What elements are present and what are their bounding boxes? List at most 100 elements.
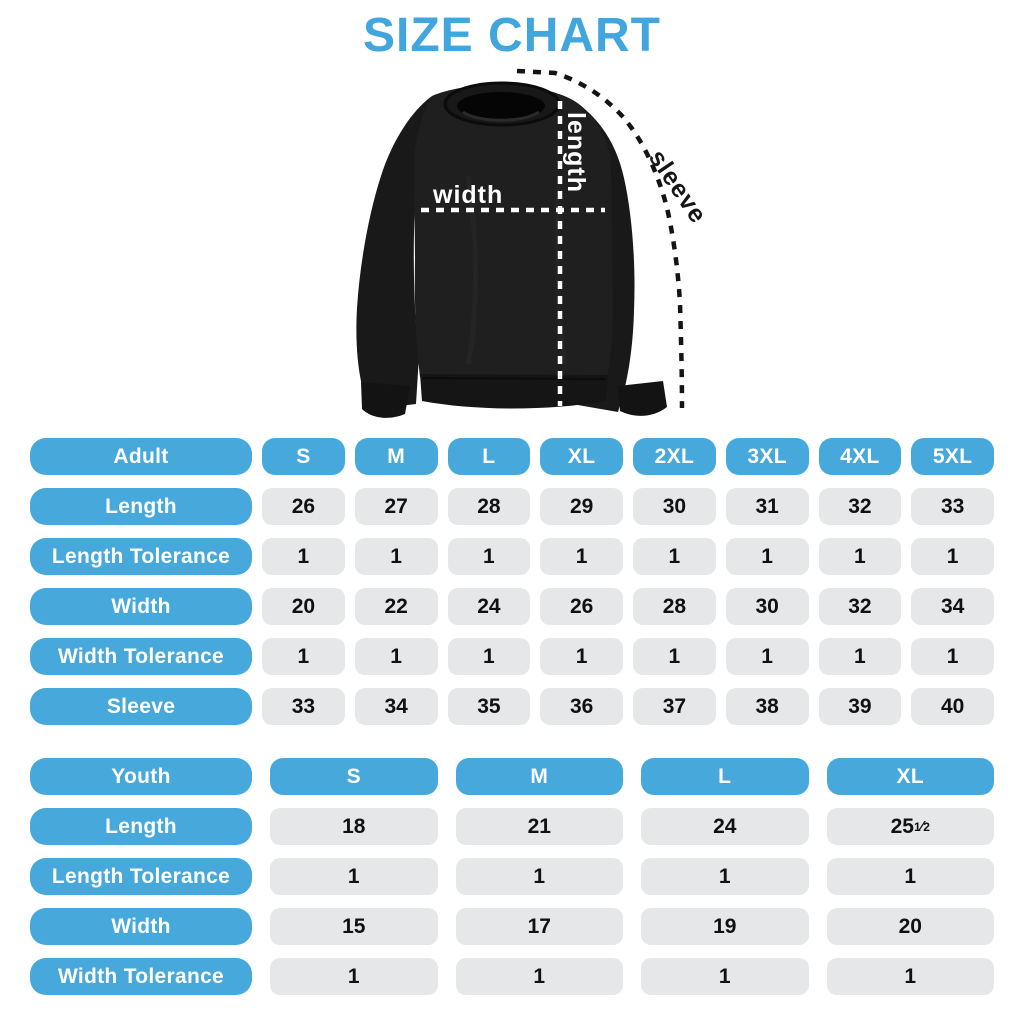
- value-cell: 1: [354, 638, 438, 675]
- table-title-cell: Youth: [30, 758, 252, 795]
- value-cell: 1: [725, 638, 809, 675]
- table-row: Sleeve 33 34 35 36 37 38 39 40: [30, 688, 994, 725]
- value-cell: 1: [911, 638, 994, 675]
- size-header-cell: S: [270, 758, 438, 795]
- size-header-cell: XL: [826, 758, 994, 795]
- sleeve-label: sleeve: [643, 145, 710, 229]
- size-header-cell: M: [455, 758, 623, 795]
- value-cell: 1: [826, 858, 994, 895]
- value-cell: 37: [633, 688, 716, 725]
- row-label-cell: Width: [30, 588, 252, 625]
- value-cell: 38: [725, 688, 809, 725]
- value-cell: 31: [725, 488, 809, 525]
- size-header-cell: 5XL: [911, 438, 994, 475]
- value-cell: 1: [911, 538, 994, 575]
- table-header-row: Adult S M L XL 2XL 3XL 4XL 5XL: [30, 438, 994, 475]
- row-label-cell: Sleeve: [30, 688, 252, 725]
- size-header-cell: 2XL: [633, 438, 716, 475]
- value-cell: 1: [447, 638, 531, 675]
- size-header-cell: XL: [540, 438, 623, 475]
- table-row: Width Tolerance 1 1 1 1: [30, 958, 994, 995]
- row-label-cell: Length: [30, 808, 252, 845]
- value-cell: 29: [540, 488, 623, 525]
- value-cell: 19: [641, 908, 809, 945]
- size-header-cell: S: [262, 438, 345, 475]
- width-label: width: [432, 181, 503, 209]
- value-cell: 15: [270, 908, 438, 945]
- shirt-right-cuff: [618, 381, 667, 416]
- value-cell: 22: [354, 588, 438, 625]
- row-label-cell: Length Tolerance: [30, 858, 252, 895]
- size-header-cell: 4XL: [818, 438, 902, 475]
- value-cell: 1: [633, 538, 716, 575]
- row-label-cell: Width: [30, 908, 252, 945]
- size-header-cell: L: [641, 758, 809, 795]
- sweatshirt-image: width length sleeve: [356, 68, 712, 418]
- table-row: Length Tolerance 1 1 1 1 1 1 1 1: [30, 538, 994, 575]
- value-cell: 17: [455, 908, 623, 945]
- value-cell: 1: [641, 958, 809, 995]
- value-cell: 39: [818, 688, 902, 725]
- value-cell: 1: [262, 538, 345, 575]
- value-cell: 34: [354, 688, 438, 725]
- value-cell: 1: [818, 538, 902, 575]
- value-cell: 1: [262, 638, 345, 675]
- table-row: Width 20 22 24 26 28 30 32 34: [30, 588, 994, 625]
- length-label: length: [562, 112, 590, 193]
- value-cell: 1: [641, 858, 809, 895]
- adult-size-table: Adult S M L XL 2XL 3XL 4XL 5XL Length 26 27 28 29 30 31…: [30, 438, 994, 738]
- row-label-cell: Length Tolerance: [30, 538, 252, 575]
- value-cell: 1: [826, 958, 994, 995]
- table-row: Width 15 17 19 20: [30, 908, 994, 945]
- size-header-cell: 3XL: [725, 438, 809, 475]
- value-cell: 28: [633, 588, 716, 625]
- table-row: Width Tolerance 1 1 1 1 1 1 1 1: [30, 638, 994, 675]
- fold-highlight-left: [465, 175, 478, 365]
- value-cell: 18: [270, 808, 438, 845]
- value-cell: 26: [262, 488, 345, 525]
- value-cell: 27: [354, 488, 438, 525]
- sweatshirt-diagram: width length sleeve: [318, 56, 712, 436]
- value-cell: 35: [447, 688, 531, 725]
- value-cell: 28: [447, 488, 531, 525]
- value-cell: 1: [818, 638, 902, 675]
- value-cell: 40: [911, 688, 994, 725]
- table-header-row: Youth S M L XL: [30, 758, 994, 795]
- shirt-body: [414, 85, 613, 379]
- table-row: Length 26 27 28 29 30 31 32 33: [30, 488, 994, 525]
- value-cell: 30: [725, 588, 809, 625]
- value-cell: 20: [262, 588, 345, 625]
- value-cell: 1: [725, 538, 809, 575]
- value-cell: 30: [633, 488, 716, 525]
- value-cell: 32: [818, 488, 902, 525]
- size-header-cell: M: [354, 438, 438, 475]
- value-cell: 24: [447, 588, 531, 625]
- value-cell: 33: [911, 488, 994, 525]
- waistband-seam: [421, 377, 607, 380]
- row-label-cell: Width Tolerance: [30, 638, 252, 675]
- value-cell: 1: [540, 538, 623, 575]
- value-cell: 21: [455, 808, 623, 845]
- value-cell: 25 1 ⁄ 2: [826, 808, 994, 845]
- value-cell: 1: [270, 958, 438, 995]
- value-cell: 1: [455, 858, 623, 895]
- row-label-cell: Width Tolerance: [30, 958, 252, 995]
- shirt-left-sleeve: [356, 96, 432, 410]
- value-cell: 1: [633, 638, 716, 675]
- value-cell: 1: [447, 538, 531, 575]
- table-title-cell: Adult: [30, 438, 252, 475]
- value-cell: 1: [455, 958, 623, 995]
- page-title: SIZE CHART: [363, 9, 661, 62]
- value-cell: 1: [354, 538, 438, 575]
- shirt-waistband: [420, 374, 608, 409]
- value-cell: 33: [262, 688, 345, 725]
- value-cell: 20: [826, 908, 994, 945]
- value-cell: 24: [641, 808, 809, 845]
- value-cell: 36: [540, 688, 623, 725]
- shirt-collar: [443, 81, 561, 127]
- value-cell: 1: [540, 638, 623, 675]
- size-header-cell: L: [447, 438, 531, 475]
- value-cell: 32: [818, 588, 902, 625]
- shirt-left-cuff: [361, 382, 410, 418]
